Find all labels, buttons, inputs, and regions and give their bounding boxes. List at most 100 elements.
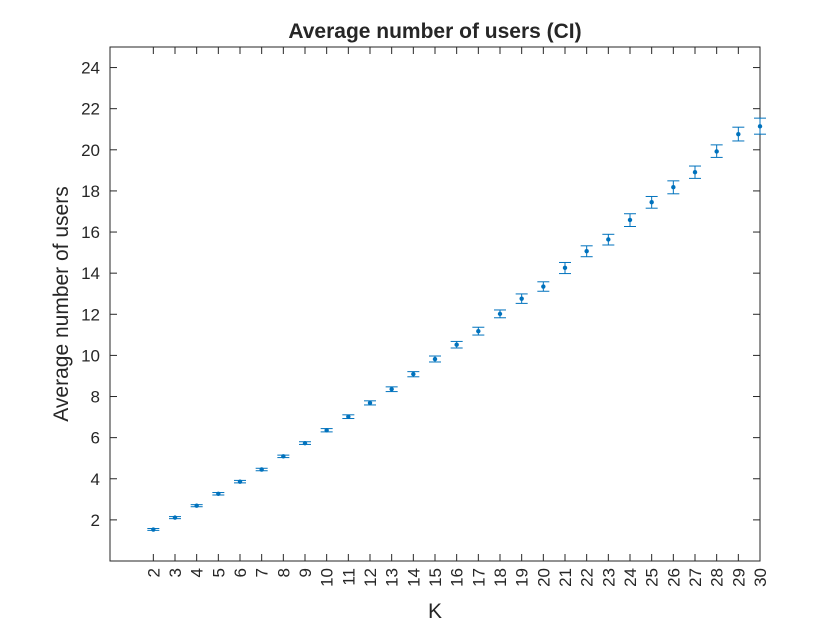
- x-tick-label: 18: [491, 568, 510, 587]
- error-bar-point: [689, 165, 701, 179]
- data-point: [519, 296, 524, 301]
- error-bar-point: [407, 371, 420, 378]
- data-point: [497, 311, 503, 317]
- y-tick-label: 18: [81, 182, 100, 201]
- data-point: [302, 440, 308, 446]
- y-tick-label: 6: [91, 429, 100, 448]
- data-point: [584, 248, 589, 254]
- data-point: [736, 131, 741, 137]
- data-point: [562, 265, 568, 271]
- error-bar-point: [255, 467, 268, 472]
- error-bar-point: [732, 126, 745, 142]
- x-tick-label: 20: [534, 568, 553, 587]
- error-bar-point: [537, 281, 550, 292]
- data-point: [757, 124, 763, 129]
- y-tick-label: 14: [81, 264, 100, 283]
- y-tick-label: 20: [81, 141, 100, 160]
- error-bar-point: [190, 503, 203, 508]
- x-tick-label: 2: [144, 568, 163, 577]
- data-point: [649, 200, 654, 205]
- y-tick-label: 22: [81, 100, 100, 119]
- x-tick-label: 29: [729, 568, 748, 587]
- error-bar-point: [602, 233, 615, 246]
- x-tick-label: 21: [556, 568, 575, 587]
- error-bar-point: [624, 213, 636, 227]
- data-point: [216, 491, 221, 496]
- error-bar-point: [364, 400, 376, 406]
- y-tick-label: 24: [81, 59, 100, 78]
- error-bar-point: [559, 261, 571, 275]
- error-bar-point: [429, 355, 441, 363]
- data-point: [324, 428, 329, 433]
- data-point: [606, 237, 611, 242]
- x-tick-label: 24: [621, 568, 640, 587]
- error-bar-point: [645, 195, 658, 209]
- x-axis: 2 3 4 5 6 7 8 9 10 11 12 13 14 15 16 17 18 19 20 21 22 23 24 25…: [144, 47, 770, 587]
- x-tick-label: 27: [686, 568, 705, 587]
- x-tick-label: 9: [296, 568, 315, 577]
- error-bar-point: [277, 454, 290, 459]
- data-layer: [147, 117, 766, 532]
- x-axis-label: K: [428, 600, 442, 623]
- error-bar-point: [450, 340, 463, 349]
- y-tick-label: 4: [91, 470, 100, 489]
- error-bar-point: [515, 293, 528, 304]
- data-point: [692, 170, 698, 175]
- data-point: [454, 342, 459, 347]
- x-tick-label: 6: [231, 568, 250, 577]
- x-tick-label: 25: [643, 568, 662, 587]
- data-point: [627, 217, 633, 223]
- data-point: [194, 503, 199, 508]
- error-bar-point: [299, 440, 311, 446]
- y-tick-label: 2: [91, 511, 100, 530]
- data-point: [281, 454, 286, 459]
- x-tick-label: 19: [513, 568, 532, 587]
- plot-area: [109, 46, 761, 562]
- y-tick-label: 12: [81, 305, 100, 324]
- x-tick-label: 3: [166, 568, 185, 577]
- data-point: [346, 414, 351, 419]
- x-tick-label: 23: [599, 568, 618, 587]
- data-point: [411, 371, 416, 377]
- x-tick-label: 28: [708, 568, 727, 587]
- x-tick-label: 8: [274, 568, 293, 577]
- x-tick-label: 13: [383, 568, 402, 587]
- data-point: [172, 515, 178, 520]
- error-bar-point: [710, 144, 723, 158]
- error-bar-point: [320, 428, 333, 433]
- data-point: [151, 527, 156, 532]
- error-bar-point: [169, 515, 181, 520]
- data-point: [671, 185, 676, 190]
- y-tick-label: 8: [91, 388, 100, 407]
- x-tick-label: 15: [426, 568, 445, 587]
- data-point: [476, 328, 481, 334]
- error-bar-point: [472, 326, 485, 336]
- y-axis-label: Average number of users: [50, 186, 73, 421]
- data-point: [237, 479, 243, 484]
- x-tick-label: 14: [404, 568, 423, 587]
- x-tick-label: 22: [578, 568, 597, 587]
- error-bar-point: [342, 414, 355, 420]
- error-bar-point: [385, 386, 398, 393]
- x-tick-label: 7: [253, 568, 272, 577]
- x-tick-label: 17: [469, 568, 488, 587]
- data-point: [389, 386, 394, 392]
- error-bar-point: [494, 309, 506, 319]
- error-bar-point: [234, 479, 246, 484]
- x-tick-label: 4: [188, 568, 207, 577]
- data-point: [259, 467, 264, 472]
- error-bar-point: [580, 245, 593, 258]
- y-tick-label: 10: [81, 346, 100, 365]
- data-point: [541, 284, 546, 289]
- chart-title: Average number of users (CI): [288, 20, 581, 43]
- x-tick-label: 16: [448, 568, 467, 587]
- x-tick-label: 5: [209, 568, 228, 577]
- data-point: [714, 149, 719, 154]
- error-bar-point: [212, 491, 225, 496]
- error-bar-point: [147, 527, 160, 532]
- x-tick-label: 12: [361, 568, 380, 587]
- x-tick-label: 30: [751, 568, 770, 587]
